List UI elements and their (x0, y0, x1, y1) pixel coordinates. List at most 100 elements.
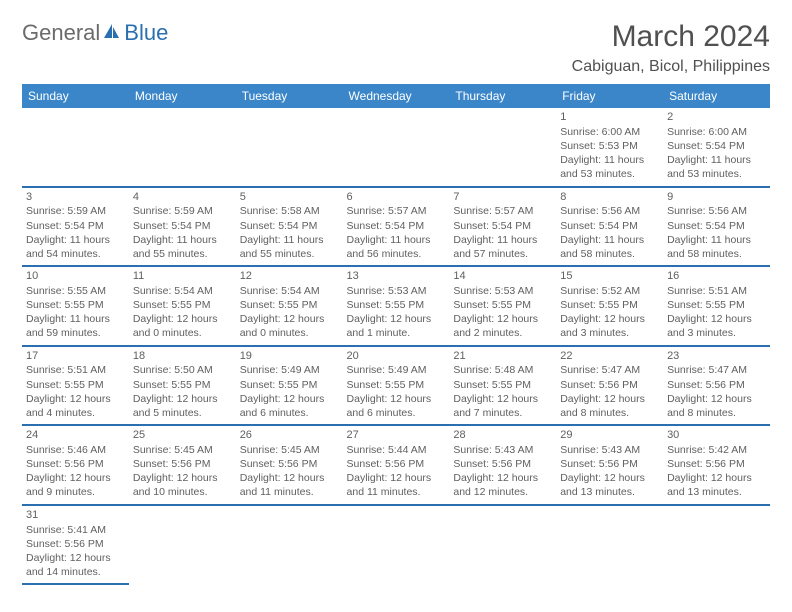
calendar-cell (343, 108, 450, 187)
calendar-cell (236, 108, 343, 187)
sunrise-text: Sunrise: 5:42 AM (667, 443, 766, 457)
daylight-text: Daylight: 12 hours and 8 minutes. (667, 392, 766, 420)
sunrise-text: Sunrise: 5:53 AM (453, 284, 552, 298)
day-number: 27 (347, 428, 446, 443)
calendar-cell: 5Sunrise: 5:58 AMSunset: 5:54 PMDaylight… (236, 187, 343, 267)
calendar-cell (343, 505, 450, 585)
calendar-cell: 8Sunrise: 5:56 AMSunset: 5:54 PMDaylight… (556, 187, 663, 267)
sunrise-text: Sunrise: 5:54 AM (240, 284, 339, 298)
calendar-cell (22, 108, 129, 187)
daylight-text: Daylight: 12 hours and 11 minutes. (240, 471, 339, 499)
weekday-header: Friday (556, 84, 663, 108)
daylight-text: Daylight: 11 hours and 57 minutes. (453, 233, 552, 261)
day-number: 5 (240, 190, 339, 205)
calendar-cell: 12Sunrise: 5:54 AMSunset: 5:55 PMDayligh… (236, 266, 343, 346)
calendar-cell: 22Sunrise: 5:47 AMSunset: 5:56 PMDayligh… (556, 346, 663, 426)
sunset-text: Sunset: 5:54 PM (667, 219, 766, 233)
sunrise-text: Sunrise: 5:58 AM (240, 204, 339, 218)
daylight-text: Daylight: 11 hours and 53 minutes. (560, 153, 659, 181)
weekday-header-row: Sunday Monday Tuesday Wednesday Thursday… (22, 84, 770, 108)
sunset-text: Sunset: 5:55 PM (347, 378, 446, 392)
daylight-text: Daylight: 12 hours and 0 minutes. (240, 312, 339, 340)
sunset-text: Sunset: 5:56 PM (133, 457, 232, 471)
sunrise-text: Sunrise: 5:57 AM (347, 204, 446, 218)
sunset-text: Sunset: 5:56 PM (347, 457, 446, 471)
calendar-cell: 28Sunrise: 5:43 AMSunset: 5:56 PMDayligh… (449, 425, 556, 505)
daylight-text: Daylight: 12 hours and 6 minutes. (240, 392, 339, 420)
weekday-header: Sunday (22, 84, 129, 108)
calendar-row: 24Sunrise: 5:46 AMSunset: 5:56 PMDayligh… (22, 425, 770, 505)
sunrise-text: Sunrise: 5:57 AM (453, 204, 552, 218)
day-number: 10 (26, 269, 125, 284)
sunrise-text: Sunrise: 5:47 AM (560, 363, 659, 377)
sunrise-text: Sunrise: 5:56 AM (560, 204, 659, 218)
sunrise-text: Sunrise: 5:51 AM (667, 284, 766, 298)
calendar-cell: 15Sunrise: 5:52 AMSunset: 5:55 PMDayligh… (556, 266, 663, 346)
daylight-text: Daylight: 12 hours and 9 minutes. (26, 471, 125, 499)
day-number: 3 (26, 190, 125, 205)
sunrise-text: Sunrise: 5:59 AM (26, 204, 125, 218)
daylight-text: Daylight: 11 hours and 58 minutes. (560, 233, 659, 261)
calendar-cell: 2Sunrise: 6:00 AMSunset: 5:54 PMDaylight… (663, 108, 770, 187)
sunrise-text: Sunrise: 5:52 AM (560, 284, 659, 298)
daylight-text: Daylight: 12 hours and 13 minutes. (667, 471, 766, 499)
day-number: 29 (560, 428, 659, 443)
sunset-text: Sunset: 5:56 PM (667, 457, 766, 471)
sunrise-text: Sunrise: 6:00 AM (667, 125, 766, 139)
weekday-header: Wednesday (343, 84, 450, 108)
calendar-cell: 19Sunrise: 5:49 AMSunset: 5:55 PMDayligh… (236, 346, 343, 426)
daylight-text: Daylight: 12 hours and 13 minutes. (560, 471, 659, 499)
sunset-text: Sunset: 5:54 PM (667, 139, 766, 153)
sunset-text: Sunset: 5:55 PM (453, 378, 552, 392)
daylight-text: Daylight: 12 hours and 12 minutes. (453, 471, 552, 499)
sunrise-text: Sunrise: 5:45 AM (240, 443, 339, 457)
day-number: 6 (347, 190, 446, 205)
daylight-text: Daylight: 11 hours and 53 minutes. (667, 153, 766, 181)
day-number: 11 (133, 269, 232, 284)
day-number: 31 (26, 508, 125, 523)
sunrise-text: Sunrise: 6:00 AM (560, 125, 659, 139)
day-number: 8 (560, 190, 659, 205)
sunrise-text: Sunrise: 5:45 AM (133, 443, 232, 457)
sunrise-text: Sunrise: 5:43 AM (453, 443, 552, 457)
sunset-text: Sunset: 5:54 PM (133, 219, 232, 233)
sail-icon (102, 20, 122, 46)
day-number: 18 (133, 349, 232, 364)
weekday-header: Tuesday (236, 84, 343, 108)
daylight-text: Daylight: 11 hours and 54 minutes. (26, 233, 125, 261)
calendar-cell (663, 505, 770, 585)
calendar-cell: 14Sunrise: 5:53 AMSunset: 5:55 PMDayligh… (449, 266, 556, 346)
daylight-text: Daylight: 12 hours and 14 minutes. (26, 551, 125, 579)
sunrise-text: Sunrise: 5:54 AM (133, 284, 232, 298)
location: Cabiguan, Bicol, Philippines (572, 58, 770, 76)
day-number: 2 (667, 110, 766, 125)
title-block: March 2024 Cabiguan, Bicol, Philippines (572, 20, 770, 76)
daylight-text: Daylight: 11 hours and 56 minutes. (347, 233, 446, 261)
sunrise-text: Sunrise: 5:43 AM (560, 443, 659, 457)
sunrise-text: Sunrise: 5:44 AM (347, 443, 446, 457)
sunset-text: Sunset: 5:56 PM (560, 457, 659, 471)
sunset-text: Sunset: 5:56 PM (26, 457, 125, 471)
daylight-text: Daylight: 12 hours and 11 minutes. (347, 471, 446, 499)
day-number: 19 (240, 349, 339, 364)
logo: General Blue (22, 20, 168, 46)
calendar-row: 17Sunrise: 5:51 AMSunset: 5:55 PMDayligh… (22, 346, 770, 426)
day-number: 22 (560, 349, 659, 364)
daylight-text: Daylight: 11 hours and 55 minutes. (240, 233, 339, 261)
day-number: 16 (667, 269, 766, 284)
sunset-text: Sunset: 5:56 PM (26, 537, 125, 551)
sunrise-text: Sunrise: 5:48 AM (453, 363, 552, 377)
calendar-cell: 29Sunrise: 5:43 AMSunset: 5:56 PMDayligh… (556, 425, 663, 505)
day-number: 28 (453, 428, 552, 443)
day-number: 15 (560, 269, 659, 284)
day-number: 26 (240, 428, 339, 443)
logo-text-blue: Blue (124, 20, 168, 46)
calendar-cell: 17Sunrise: 5:51 AMSunset: 5:55 PMDayligh… (22, 346, 129, 426)
sunset-text: Sunset: 5:55 PM (560, 298, 659, 312)
day-number: 14 (453, 269, 552, 284)
daylight-text: Daylight: 12 hours and 2 minutes. (453, 312, 552, 340)
header: General Blue March 2024 Cabiguan, Bicol,… (22, 20, 770, 76)
daylight-text: Daylight: 12 hours and 0 minutes. (133, 312, 232, 340)
day-number: 1 (560, 110, 659, 125)
calendar-cell: 1Sunrise: 6:00 AMSunset: 5:53 PMDaylight… (556, 108, 663, 187)
